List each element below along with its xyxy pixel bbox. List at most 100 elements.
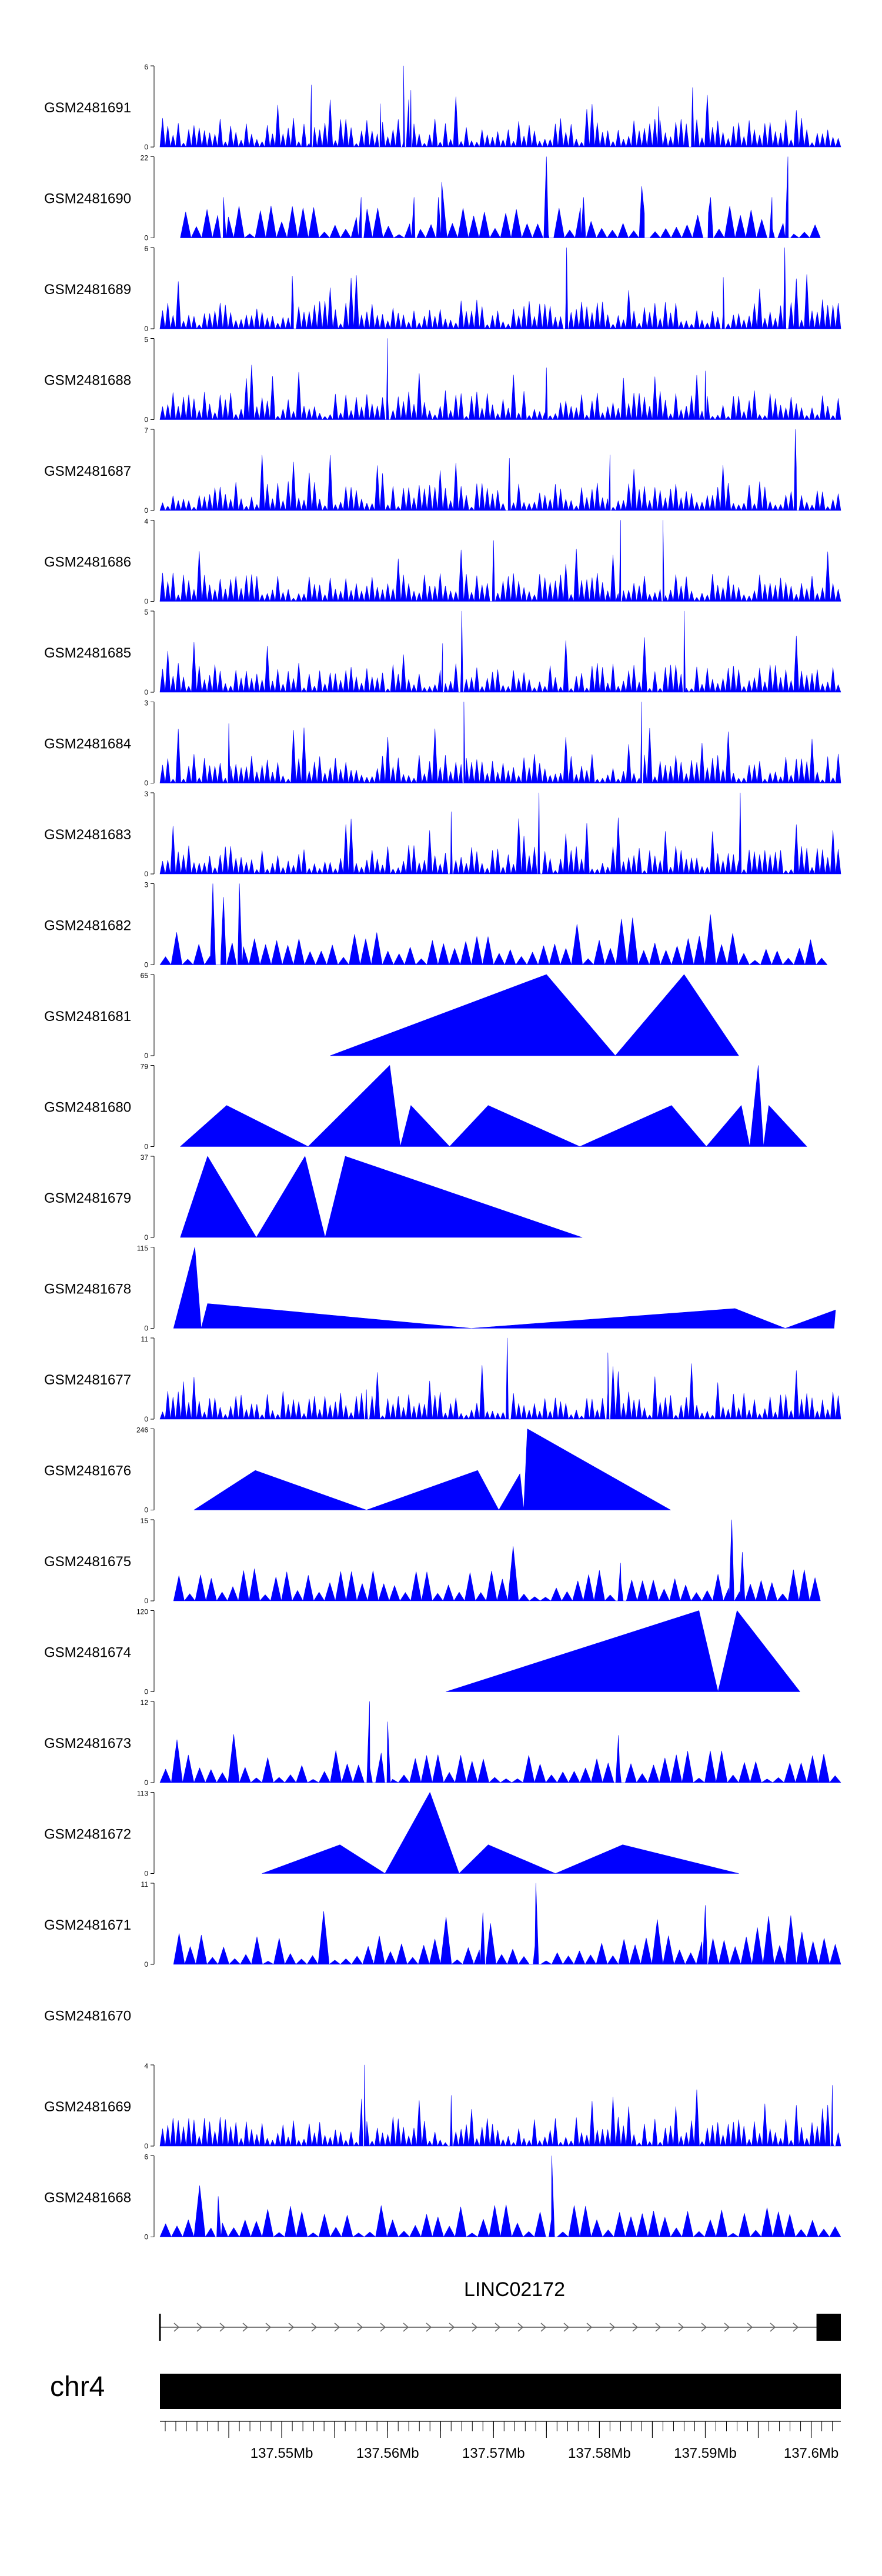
strand-arrow [609,2323,616,2332]
y-axis-max-label: 22 [141,154,149,162]
coverage-area [159,610,841,693]
y-axis-min-label: 0 [144,143,148,151]
coverage-area [159,338,841,420]
genome-axis: 137.55Mb 137.56Mb 137.57Mb 137.58Mb 137.59Mb… [160,2421,841,2461]
y-axis-min-label: 0 [144,688,148,696]
coverage-area [159,883,828,965]
y-axis-min-label: 0 [144,2142,148,2150]
coverage-area [330,974,739,1056]
track-label: GSM2481669 [44,2099,131,2115]
track-GSM2481677: GSM2481677 11 0 [44,1335,841,1423]
track-label: GSM2481676 [44,1463,131,1479]
y-axis-min-label: 0 [144,1052,148,1060]
y-axis-max-label: 4 [144,518,148,526]
y-axis-max-label: 5 [144,608,148,616]
y-axis-min-label: 0 [144,416,148,424]
y-axis-max-label: 6 [144,63,148,71]
strand-arrow [747,2323,753,2332]
coverage-area [180,1156,583,1238]
axis-tick-label: 137.55Mb [250,2445,313,2461]
y-axis-min-label: 0 [144,1960,148,1968]
track-label: GSM2481670 [44,2008,131,2024]
track-label: GSM2481678 [44,1282,131,1297]
track-label: GSM2481690 [44,191,131,207]
track-GSM2481690: GSM2481690 22 0 [44,154,821,242]
gene-model: LINC02172 [159,2278,841,2341]
track-label: GSM2481682 [44,918,131,934]
track-label: GSM2481677 [44,1372,131,1388]
coverage-area [159,702,841,783]
track-GSM2481676: GSM2481676 246 0 [44,1426,671,1514]
strand-arrow [540,2323,547,2332]
track-label: GSM2481671 [44,1917,131,1933]
track-label: GSM2481680 [44,1100,131,1116]
track-GSM2481681: GSM2481681 65 0 [44,972,739,1060]
strand-arrow [196,2323,203,2332]
y-axis-min-label: 0 [144,1778,148,1787]
y-axis-min-label: 0 [144,1143,148,1151]
track-label: GSM2481672 [44,1827,131,1843]
coverage-area [173,1519,821,1601]
y-axis-max-label: 6 [144,245,148,253]
track-GSM2481683: GSM2481683 3 0 [44,790,841,878]
y-axis-max-label: 120 [136,1608,148,1616]
track-GSM2481680: GSM2481680 79 0 [44,1063,807,1151]
strand-arrow [426,2323,432,2332]
track-label: GSM2481686 [44,555,131,570]
coverage-area [180,156,821,238]
track-GSM2481673: GSM2481673 12 0 [44,1699,841,1787]
y-axis-min-label: 0 [144,779,148,788]
track-GSM2481669: GSM2481669 4 0 [44,2062,841,2150]
coverage-area [262,1792,739,1874]
track-GSM2481675: GSM2481675 15 0 [44,1517,821,1605]
track-GSM2481682: GSM2481682 3 0 [44,881,828,969]
coverage-area [193,1429,671,1510]
y-axis-max-label: 6 [144,2153,148,2161]
strand-arrow [334,2323,340,2332]
y-axis-max-label: 65 [141,972,149,980]
y-axis-min-label: 0 [144,506,148,515]
y-axis-max-label: 7 [144,426,148,435]
coverage-area [159,247,841,329]
y-axis-min-label: 0 [144,2233,148,2241]
coverage-area [173,1247,836,1329]
track-GSM2481674: GSM2481674 120 0 [44,1608,800,1696]
chromosome-bar [160,2374,841,2409]
strand-arrow [724,2323,730,2332]
y-axis-max-label: 113 [137,1790,148,1798]
track-GSM2481688: GSM2481688 5 0 [44,336,841,424]
coverage-area [159,2064,841,2147]
y-axis-max-label: 3 [144,699,148,708]
strand-arrow [517,2323,524,2332]
ideogram: chr4 [50,2371,841,2409]
y-axis-max-label: 4 [144,2062,148,2070]
track-GSM2481687: GSM2481687 7 0 [44,426,841,515]
axis-tick-label: 137.57Mb [462,2445,525,2461]
track-GSM2481691: GSM2481691 6 0 [44,63,841,151]
y-axis-min-label: 0 [144,1415,148,1423]
y-axis-max-label: 11 [141,1335,149,1343]
gene-exon [816,2314,841,2341]
y-axis-min-label: 0 [144,870,148,878]
strand-arrow [173,2323,180,2332]
y-axis-min-label: 0 [144,1233,148,1242]
y-axis-min-label: 0 [144,1324,148,1333]
y-axis-max-label: 5 [144,336,148,344]
strand-arrow [311,2323,318,2332]
y-axis-min-label: 0 [144,325,148,333]
strand-arrow [242,2323,249,2332]
strand-arrow [357,2323,363,2332]
y-axis-max-label: 3 [144,881,148,889]
track-GSM2481670: GSM2481670 [44,2008,131,2024]
strand-arrow [495,2323,501,2332]
strand-arrow [770,2323,776,2332]
track-GSM2481678: GSM2481678 115 0 [44,1244,836,1333]
y-axis-min-label: 0 [144,1870,148,1878]
track-label: GSM2481683 [44,827,131,843]
track-label: GSM2481681 [44,1009,131,1025]
gene-label: LINC02172 [464,2278,565,2301]
track-label: GSM2481673 [44,1736,131,1751]
strand-arrow [655,2323,662,2332]
track-label: GSM2481679 [44,1190,131,1206]
